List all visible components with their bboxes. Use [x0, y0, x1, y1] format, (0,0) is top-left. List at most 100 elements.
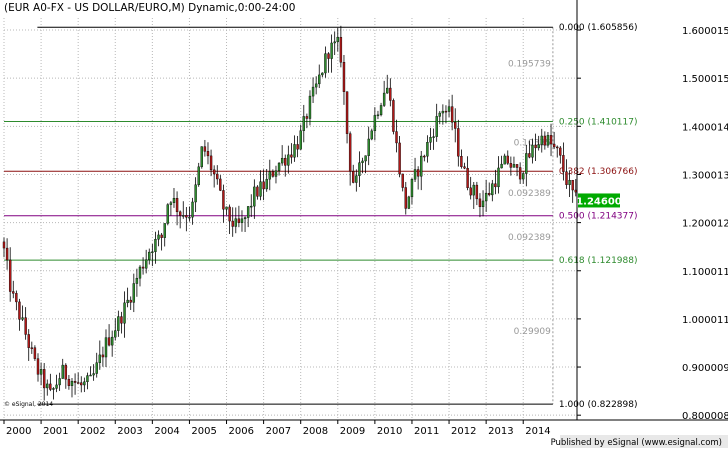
candle-down: [228, 206, 231, 222]
candle-up: [364, 155, 367, 162]
candle-down: [543, 135, 547, 146]
candle-down: [73, 380, 77, 383]
candle-up: [330, 42, 333, 59]
candle-up: [89, 374, 92, 377]
candle-down: [342, 62, 346, 92]
candle-down: [506, 155, 509, 164]
candle-down: [8, 259, 12, 292]
candle-down: [574, 189, 577, 193]
candle-down: [305, 116, 309, 119]
fib-level-label: 0.250 (1.410117): [559, 117, 638, 127]
footer-published: Published by eSignal (www.esignal.com): [551, 438, 722, 448]
x-tick-label: 2011: [414, 426, 439, 437]
candle-up: [234, 218, 237, 227]
x-tick-label: 2000: [6, 426, 31, 437]
candle-up: [253, 186, 256, 207]
candle-down: [24, 317, 27, 335]
candle-up: [240, 218, 244, 223]
candlesticks: [2, 25, 577, 401]
y-tick-label: 0.800008: [682, 411, 728, 422]
y-tick-label: 1.100011: [682, 267, 728, 278]
y-tick-label: 1.200012: [682, 219, 728, 230]
candle-down: [185, 215, 188, 218]
candle-up: [92, 373, 95, 376]
candle-up: [200, 146, 203, 168]
candle-up: [373, 115, 377, 132]
y-tick-label: 1.000011: [682, 315, 728, 326]
candle-up: [481, 200, 485, 208]
last-price-label: 1.24600: [576, 196, 622, 207]
candle-down: [178, 211, 182, 216]
candle-up: [540, 135, 543, 145]
y-tick-label: 1.300013: [682, 170, 728, 181]
grid: [3, 18, 577, 420]
candle-down: [15, 293, 18, 303]
candle-up: [472, 184, 475, 196]
fib-level-label: 0.000 (1.605856): [559, 23, 638, 33]
candle-up: [491, 183, 494, 196]
x-tick-label: 2010: [377, 426, 402, 437]
candle-up: [132, 283, 136, 303]
candle-up: [197, 166, 200, 186]
candle-down: [27, 334, 30, 348]
candle-up: [308, 95, 312, 119]
candle-up: [382, 92, 386, 106]
y-tick-label: 1.600015: [682, 26, 728, 37]
candle-up: [293, 144, 296, 158]
candle-up: [86, 375, 89, 383]
candle-down: [107, 337, 111, 346]
candle-up: [169, 202, 173, 205]
candle-up: [21, 317, 24, 320]
candle-up: [225, 206, 228, 210]
candle-down: [549, 135, 553, 145]
x-tick-label: 2013: [488, 426, 513, 437]
candle-up: [361, 160, 364, 163]
candle-up: [432, 136, 435, 138]
x-tick-label: 2012: [451, 426, 476, 437]
candle-up: [268, 171, 271, 180]
candle-up: [188, 216, 191, 219]
candle-down: [18, 301, 21, 320]
candle-down: [160, 234, 163, 238]
x-tick-label: 2004: [154, 426, 179, 437]
candle-up: [144, 259, 148, 269]
candle-down: [42, 369, 46, 389]
candle-down: [565, 171, 568, 185]
candle-down: [534, 144, 537, 149]
x-tick-label: 2014: [525, 426, 550, 437]
candle-up: [46, 383, 49, 389]
candle-down: [444, 110, 448, 113]
candle-up: [182, 215, 185, 217]
chart-title: (EUR A0-FX - US DOLLAR/EURO,M) Dynamic,0…: [4, 2, 295, 14]
x-tick-label: 2009: [340, 426, 365, 437]
candle-down: [518, 167, 522, 180]
candle-up: [126, 299, 129, 304]
fib-level-label: 0.500 (1.214377): [559, 212, 638, 222]
candle-down: [296, 144, 299, 150]
candle-down: [463, 166, 466, 169]
candle-up: [314, 83, 318, 88]
candle-up: [154, 239, 157, 252]
x-tick-label: 2001: [43, 426, 68, 437]
candle-down: [129, 299, 132, 303]
candle-up: [321, 72, 324, 76]
fib-level-label: 1.000 (0.822898): [559, 400, 638, 410]
candle-down: [175, 198, 179, 213]
candle-up: [376, 114, 380, 117]
footer-bar: [560, 435, 728, 448]
candle-down: [33, 347, 37, 359]
x-tick-label: 2002: [80, 426, 105, 437]
candle-down: [528, 153, 531, 158]
candle-down: [2, 241, 6, 249]
candle-up: [138, 266, 142, 279]
candle-up: [311, 86, 315, 97]
fib-ratio-label: 0.29909: [514, 327, 551, 337]
candle-up: [61, 364, 64, 379]
candle-up: [250, 205, 253, 208]
candle-down: [30, 347, 34, 349]
candle-up: [379, 105, 383, 116]
candle-up: [420, 155, 423, 177]
candle-up: [484, 192, 488, 202]
